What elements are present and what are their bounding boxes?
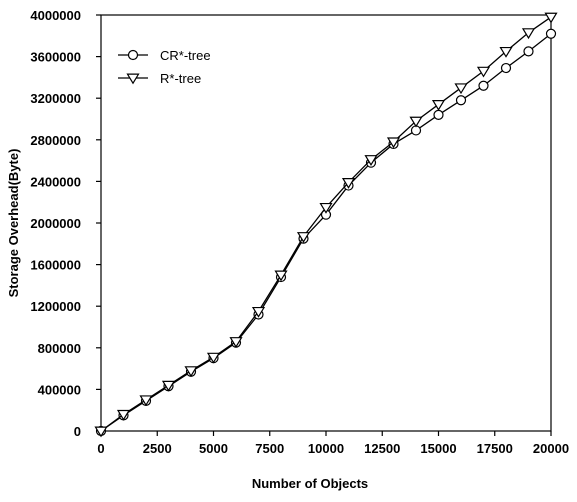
triangle-marker <box>341 177 356 189</box>
series-r-star-tree <box>94 12 558 438</box>
y-tick-label: 2400000 <box>30 174 81 189</box>
y-tick-label: 3200000 <box>30 91 81 106</box>
triangle-marker <box>94 426 108 438</box>
x-tick-label: 20000 <box>533 441 569 456</box>
circle-marker <box>478 80 489 91</box>
triangle-marker <box>431 99 446 111</box>
x-tick-label: 17500 <box>477 441 513 456</box>
y-tick-label: 400000 <box>38 382 81 397</box>
x-tick-label: 10000 <box>308 441 344 456</box>
data-series <box>94 12 558 438</box>
triangle-marker <box>521 28 536 40</box>
triangle-marker <box>454 83 468 95</box>
triangle-marker <box>126 73 140 85</box>
y-tick-label: 2000000 <box>30 216 81 231</box>
circle-marker <box>545 28 557 39</box>
axis-ticks: 0 2500 5000 7500 10000 12500 15000 17500 20000 0 4… <box>30 8 569 456</box>
triangle-marker <box>544 12 558 24</box>
series-cr-star-tree <box>95 28 557 437</box>
x-tick-label: 0 <box>97 441 104 456</box>
triangle-marker <box>319 202 333 214</box>
legend-item: CR*-tree <box>118 48 211 63</box>
circle-marker <box>127 49 139 61</box>
x-axis-title: Number of Objects <box>252 476 368 491</box>
triangle-marker <box>364 155 378 166</box>
y-axis-title: Storage Overhead(Byte) <box>6 149 21 298</box>
legend: CR*-tree R*-tree <box>118 48 211 86</box>
y-tick-label: 3600000 <box>30 50 81 65</box>
triangle-marker <box>206 352 221 364</box>
y-tick-label: 1600000 <box>30 258 81 273</box>
triangle-marker <box>139 395 153 407</box>
y-tick-label: 4000000 <box>30 8 81 23</box>
x-tick-label: 15000 <box>420 441 456 456</box>
legend-item: R*-tree <box>118 71 201 86</box>
legend-label: CR*-tree <box>160 48 211 63</box>
triangle-marker <box>229 337 243 348</box>
triangle-marker <box>274 270 288 282</box>
triangle-marker <box>476 66 491 78</box>
series-line <box>100 33 552 432</box>
y-tick-label: 0 <box>74 424 81 439</box>
y-tick-label: 2800000 <box>30 133 81 148</box>
triangle-marker <box>251 306 266 318</box>
triangle-marker <box>499 46 513 58</box>
circle-marker <box>433 109 444 120</box>
x-tick-label: 5000 <box>199 441 228 456</box>
triangle-marker <box>409 116 423 128</box>
triangle-marker <box>161 380 176 392</box>
y-tick-label: 800000 <box>38 341 81 356</box>
circle-marker <box>523 46 534 57</box>
x-tick-label: 7500 <box>255 441 284 456</box>
circle-marker <box>455 95 467 106</box>
triangle-marker <box>296 232 311 243</box>
triangle-marker <box>386 137 401 149</box>
triangle-marker <box>184 366 198 378</box>
circle-marker <box>500 62 512 74</box>
x-tick-label: 12500 <box>364 441 400 456</box>
x-tick-label: 2500 <box>143 441 172 456</box>
y-tick-label: 1200000 <box>30 299 81 314</box>
triangle-marker <box>116 409 131 421</box>
legend-label: R*-tree <box>160 71 201 86</box>
